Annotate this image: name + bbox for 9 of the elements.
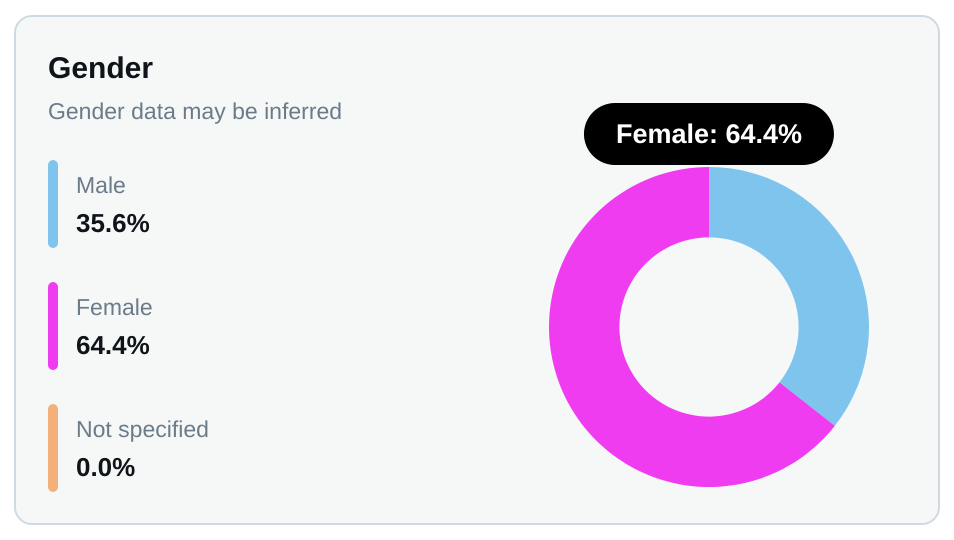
data-label: 64.4% — [76, 330, 150, 361]
chart-title: Gender — [48, 52, 154, 86]
legend-label: Female — [76, 294, 153, 321]
legend-label: Not specified — [76, 416, 209, 443]
data-label: 35.6% — [76, 208, 150, 239]
legend-label: Male — [76, 172, 126, 199]
text: Female: 64.4% — [584, 103, 834, 165]
text: 0.0% — [76, 452, 136, 482]
chart-subtitle: Gender data may be inferred — [48, 98, 342, 125]
